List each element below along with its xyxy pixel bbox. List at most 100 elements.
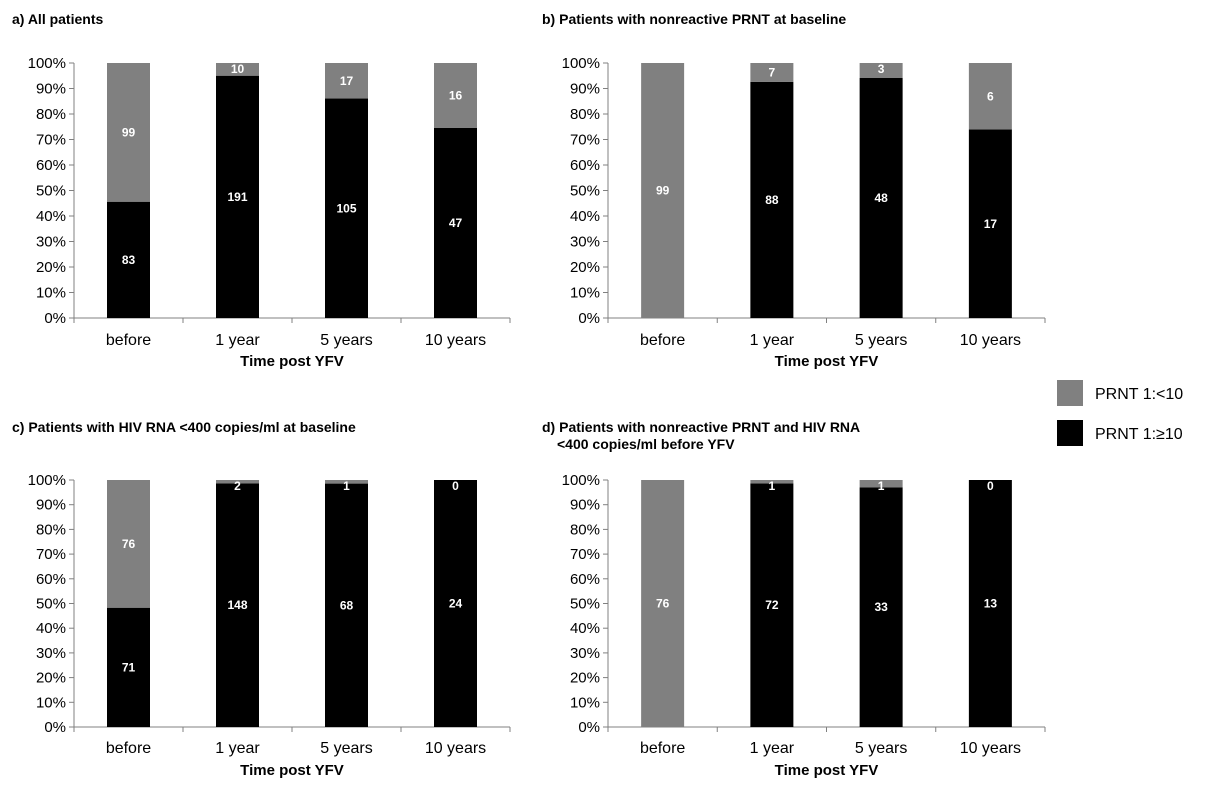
data-label: 72 xyxy=(765,598,779,612)
data-label: 48 xyxy=(874,191,888,205)
y-tick-label: 60% xyxy=(570,571,600,588)
x-category-label: before xyxy=(106,740,151,757)
chart-title: a) All patients xyxy=(12,11,103,27)
data-label: 2 xyxy=(234,479,241,493)
bar-segment-lt10 xyxy=(641,480,685,727)
data-label: 68 xyxy=(340,598,354,612)
bar-segment-ge10 xyxy=(107,607,150,727)
data-label: 76 xyxy=(122,537,136,551)
bar-segment-ge10 xyxy=(216,75,259,318)
x-category-label: 1 year xyxy=(215,740,260,757)
y-tick-label: 40% xyxy=(36,620,66,637)
bar-segment-lt10 xyxy=(216,480,259,484)
x-category-label: 1 year xyxy=(750,740,795,757)
data-label: 1 xyxy=(769,479,776,493)
y-tick-label: 50% xyxy=(36,596,66,613)
x-category-label: before xyxy=(640,740,685,757)
chart-panel-b: b) Patients with nonreactive PRNT at bas… xyxy=(542,11,1046,370)
bar-segment-ge10 xyxy=(434,480,477,727)
bar-segment-lt10 xyxy=(107,480,150,608)
x-axis-title: Time post YFV xyxy=(240,353,344,370)
bar-segment-lt10 xyxy=(859,63,903,78)
bar-segment-lt10 xyxy=(750,63,794,82)
data-label: 3 xyxy=(878,62,885,76)
data-label: 6 xyxy=(987,89,994,103)
x-category-label: 5 years xyxy=(320,740,372,757)
x-category-label: 10 years xyxy=(425,740,486,757)
x-category-label: 10 years xyxy=(425,332,486,349)
x-category-label: 5 years xyxy=(320,332,372,349)
y-tick-label: 80% xyxy=(570,106,600,123)
data-label: 99 xyxy=(656,184,670,198)
y-tick-label: 0% xyxy=(578,719,600,736)
data-label: 33 xyxy=(874,600,888,614)
y-tick-label: 20% xyxy=(36,670,66,687)
y-tick-label: 100% xyxy=(28,55,66,72)
x-category-label: 5 years xyxy=(855,332,907,349)
y-tick-label: 10% xyxy=(570,694,600,711)
y-tick-label: 70% xyxy=(36,132,66,149)
y-tick-label: 90% xyxy=(570,81,600,98)
bar-segment-ge10 xyxy=(216,483,259,727)
legend-label: PRNT 1:≥10 xyxy=(1095,426,1183,443)
data-label: 99 xyxy=(122,125,136,139)
data-label: 16 xyxy=(449,88,463,102)
x-category-label: 5 years xyxy=(855,740,907,757)
data-label: 71 xyxy=(122,660,136,674)
y-tick-label: 70% xyxy=(570,132,600,149)
chart-title: b) Patients with nonreactive PRNT at bas… xyxy=(542,11,846,27)
y-tick-label: 30% xyxy=(36,645,66,662)
bar-segment-ge10 xyxy=(859,487,903,727)
legend-swatch-ge10 xyxy=(1057,420,1083,446)
legend: PRNT 1:<10 PRNT 1:≥10 xyxy=(1057,380,1183,446)
data-label: 148 xyxy=(227,598,247,612)
x-category-label: before xyxy=(640,332,685,349)
y-tick-label: 10% xyxy=(570,285,600,302)
legend-label: PRNT 1:<10 xyxy=(1095,386,1183,403)
y-tick-label: 60% xyxy=(36,571,66,588)
bar-segment-lt10 xyxy=(107,63,150,202)
data-label: 17 xyxy=(984,217,998,231)
bar-segment-lt10 xyxy=(968,63,1012,130)
chart-panel-c: c) Patients with HIV RNA <400 copies/ml … xyxy=(12,419,511,779)
y-tick-label: 60% xyxy=(570,157,600,174)
y-tick-label: 50% xyxy=(36,183,66,200)
data-label: 7 xyxy=(769,65,776,79)
y-tick-label: 10% xyxy=(36,694,66,711)
bar-segment-lt10 xyxy=(859,480,903,488)
y-tick-label: 0% xyxy=(44,310,66,327)
y-tick-label: 100% xyxy=(562,472,600,489)
bar-segment-lt10 xyxy=(216,63,259,76)
bar-segment-ge10 xyxy=(968,129,1012,318)
bar-segment-ge10 xyxy=(750,81,794,318)
y-tick-label: 20% xyxy=(570,259,600,276)
chart-title: d) Patients with nonreactive PRNT and HI… xyxy=(542,419,860,435)
data-label: 24 xyxy=(449,597,463,611)
data-label: 0 xyxy=(987,479,994,493)
chart-panel-d: d) Patients with nonreactive PRNT and HI… xyxy=(542,419,1046,779)
y-tick-label: 50% xyxy=(570,596,600,613)
data-label: 76 xyxy=(656,597,670,611)
y-tick-label: 100% xyxy=(562,55,600,72)
y-tick-label: 40% xyxy=(36,208,66,225)
y-tick-label: 80% xyxy=(570,521,600,538)
y-tick-label: 30% xyxy=(36,234,66,251)
y-tick-label: 20% xyxy=(570,670,600,687)
data-label: 83 xyxy=(122,253,136,267)
x-category-label: 1 year xyxy=(750,332,795,349)
y-tick-label: 90% xyxy=(570,497,600,514)
data-label: 1 xyxy=(343,479,350,493)
y-tick-label: 0% xyxy=(44,719,66,736)
y-tick-label: 40% xyxy=(570,620,600,637)
y-tick-label: 0% xyxy=(578,310,600,327)
bar-segment-ge10 xyxy=(859,78,903,318)
bar-segment-ge10 xyxy=(325,483,368,727)
bar-segment-ge10 xyxy=(968,480,1012,727)
y-tick-label: 30% xyxy=(570,234,600,251)
data-label: 105 xyxy=(336,201,356,215)
legend-swatch-lt10 xyxy=(1057,380,1083,406)
y-tick-label: 10% xyxy=(36,285,66,302)
data-label: 47 xyxy=(449,216,463,230)
bar-segment-lt10 xyxy=(325,63,368,99)
